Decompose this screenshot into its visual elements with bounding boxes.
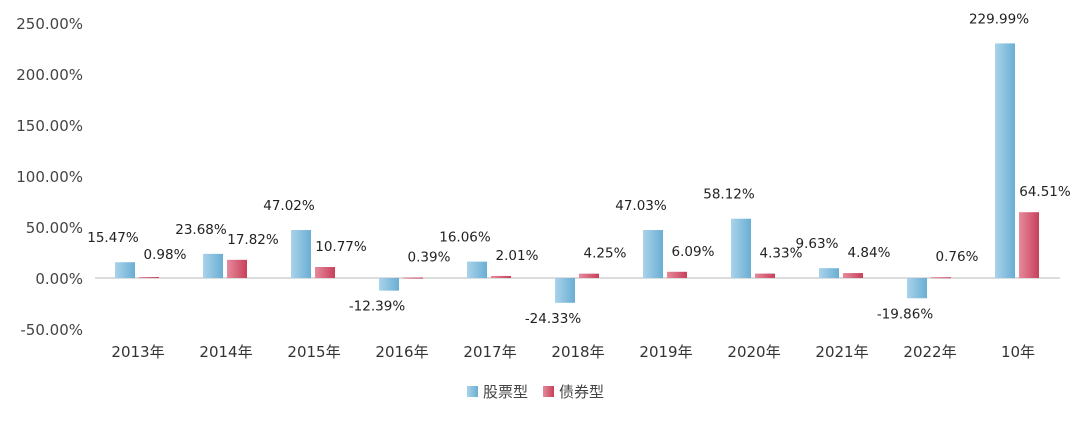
stock-bar [467,261,487,278]
x-tick-label: 2013年 [111,343,164,361]
stock-bar [203,253,223,278]
bond-data-label: 4.25% [584,246,627,262]
stock-bar [907,278,927,299]
y-tick-label: -50.00% [20,321,83,339]
bond-bar [579,273,599,278]
bond-data-label: 2.01% [496,248,539,264]
stock-data-label: -19.86% [877,306,934,322]
bond-bar [403,277,423,279]
bond-data-label: 0.39% [408,250,451,266]
y-tick-label: 0.00% [35,270,83,288]
stock-bar [291,230,311,278]
bond-data-label: 4.84% [848,245,891,261]
legend-label-bond: 债券型 [559,383,604,401]
x-tick-label: 10年 [1001,343,1035,361]
bond-data-label: 10.77% [315,239,367,255]
bond-bar [227,259,247,278]
bond-data-label: 0.98% [144,247,187,263]
stock-data-label: 15.47% [87,230,139,246]
y-tick-label: 200.00% [16,66,83,84]
bond-bar [315,267,335,278]
stock-data-label: 47.02% [263,198,315,214]
bond-data-label: 0.76% [936,249,979,265]
stock-data-label: 23.68% [175,222,227,238]
stock-bar [995,43,1015,278]
legend-label-stock: 股票型 [483,383,528,401]
legend-swatch-stock [467,386,478,397]
stock-bar [379,278,399,291]
x-tick-label: 2016年 [375,343,428,361]
bond-bar [931,277,951,279]
stock-bar [819,268,839,278]
x-tick-label: 2015年 [287,343,340,361]
stock-data-label: 16.06% [439,230,491,246]
stock-data-label: 9.63% [796,236,839,252]
x-tick-label: 2019年 [639,343,692,361]
stock-bar [731,218,751,278]
legend: 股票型 债券型 [467,383,604,401]
stock-data-label: 229.99% [969,11,1029,27]
bond-bar [491,275,511,278]
bond-data-label: 4.33% [760,246,803,262]
x-tick-label: 2021年 [815,343,868,361]
stock-data-label: -24.33% [525,311,582,327]
y-tick-label: 150.00% [16,117,83,135]
bond-bar [843,273,863,278]
stock-data-label: -12.39% [349,299,406,315]
bond-data-label: 6.09% [672,244,715,260]
x-tick-label: 2022年 [903,343,956,361]
x-tick-label: 2020年 [727,343,780,361]
stock-bar [115,262,135,278]
legend-swatch-bond [543,386,554,397]
stock-bar [555,278,575,303]
stock-data-label: 47.03% [615,198,667,214]
x-tick-label: 2014年 [199,343,252,361]
bond-data-label: 17.82% [227,232,279,248]
x-tick-label: 2018年 [551,343,604,361]
stock-data-label: 58.12% [703,187,755,203]
bond-data-label: 64.51% [1019,184,1071,200]
bond-bar [1019,212,1039,278]
bond-bar [667,271,687,278]
y-tick-label: 100.00% [16,168,83,186]
y-tick-label: 250.00% [16,15,83,33]
stock-bar [643,230,663,278]
bond-bar [755,273,775,278]
y-tick-label: 50.00% [26,219,83,237]
x-tick-label: 2017年 [463,343,516,361]
bond-bar [139,277,159,279]
